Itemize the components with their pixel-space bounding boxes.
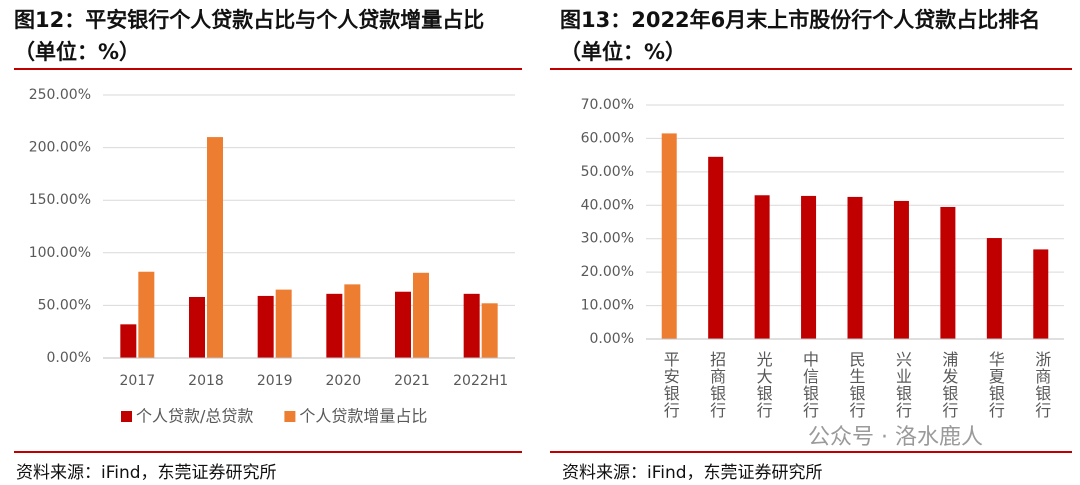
watermark: 公众号 · 洛水鹿人 [808, 425, 983, 450]
bar [708, 156, 724, 339]
y-tick-label: 150.00% [29, 192, 91, 208]
x-tick-label: 中信银行 [800, 351, 819, 419]
bar [847, 196, 863, 339]
chart-title: 图12：平安银行个人贷款占比与个人贷款增量占比（单位：%） [14, 8, 485, 64]
x-tick-label: 2021 [394, 373, 430, 389]
source-rule [14, 451, 522, 453]
bar [257, 295, 274, 358]
x-tick-label: 浙商银行 [1032, 351, 1051, 419]
bar [986, 238, 1002, 339]
legend-swatch [284, 411, 296, 422]
y-tick-label: 30.00% [581, 231, 634, 247]
x-tick-label: 2017 [120, 373, 156, 389]
y-tick-label: 10.00% [581, 298, 634, 314]
y-tick-label: 50.00% [581, 164, 634, 180]
bar [893, 200, 909, 339]
y-tick-label: 100.00% [29, 245, 91, 261]
y-tick-label: 70.00% [581, 97, 634, 113]
legend-label: 个人贷款/总贷款 [136, 407, 253, 426]
x-tick-label: 浦发银行 [939, 351, 958, 419]
bar [120, 324, 137, 358]
bar [463, 293, 480, 358]
x-tick-label: 民生银行 [847, 351, 866, 419]
source: 资料来源：iFind，东莞证券研究所 [16, 463, 277, 483]
bar [754, 195, 770, 339]
title-rule [550, 68, 1072, 70]
legend-label: 个人贷款增量占比 [299, 407, 427, 426]
bar [326, 293, 343, 358]
source-rule [550, 451, 1072, 453]
y-tick-label: 20.00% [581, 264, 634, 280]
y-tick-label: 0.00% [47, 350, 91, 366]
bar [395, 291, 411, 358]
x-tick-label: 华夏银行 [986, 351, 1005, 419]
bar [138, 271, 155, 358]
bar [413, 272, 429, 358]
x-tick-label: 2019 [257, 373, 293, 389]
x-tick-label: 招商银行 [707, 351, 726, 419]
bar [661, 133, 677, 339]
y-tick-label: 50.00% [38, 297, 91, 313]
x-tick-label: 平安银行 [661, 351, 680, 419]
source: 资料来源：iFind，东莞证券研究所 [562, 463, 823, 483]
x-tick-label: 2020 [326, 373, 362, 389]
bar [1033, 249, 1049, 339]
y-tick-label: 60.00% [581, 130, 634, 146]
bar [207, 137, 223, 358]
legend-swatch [121, 411, 132, 422]
bar [481, 303, 498, 358]
bar [801, 195, 817, 339]
x-tick-label: 2018 [188, 373, 224, 389]
x-tick-label: 2022H1 [453, 373, 508, 389]
y-tick-label: 0.00% [590, 331, 634, 347]
title-rule [14, 68, 522, 70]
chart-title: 图13：2022年6月末上市股份行个人贷款占比排名（单位：%） [560, 8, 1041, 64]
x-tick-label: 兴业银行 [893, 351, 912, 419]
bar [940, 206, 956, 339]
y-tick-label: 40.00% [581, 197, 634, 213]
bar [189, 296, 205, 358]
y-tick-label: 250.00% [29, 87, 91, 103]
y-tick-label: 200.00% [29, 140, 91, 156]
bar [275, 289, 292, 358]
bar [344, 284, 361, 358]
x-tick-label: 光大银行 [754, 351, 773, 419]
